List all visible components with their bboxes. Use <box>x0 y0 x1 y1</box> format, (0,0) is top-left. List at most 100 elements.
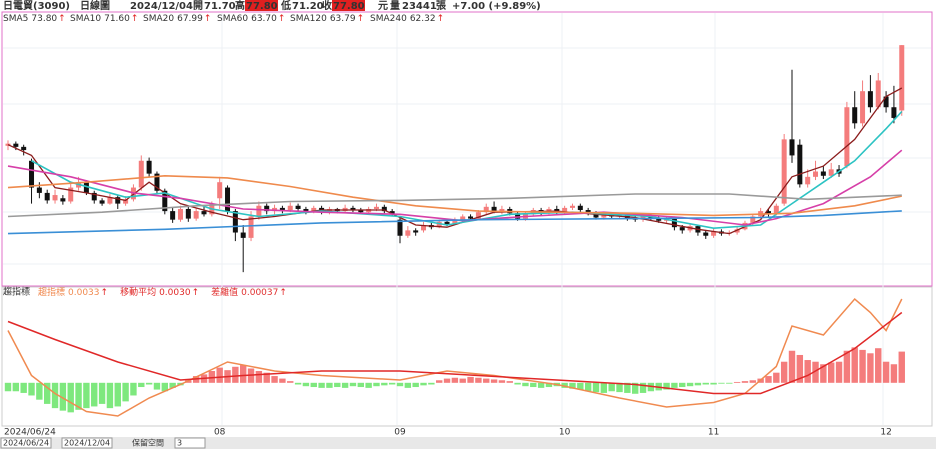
header-change: +7.00 (+9.89%) <box>452 1 541 12</box>
candle-body <box>217 182 223 199</box>
histogram-bar <box>459 378 466 383</box>
legend-value: 63.79 <box>330 14 356 24</box>
candle-body <box>820 171 826 176</box>
candle-body <box>248 216 254 238</box>
histogram-bar <box>279 378 286 383</box>
indicator-panel <box>1 286 933 427</box>
header-open-label: 開 <box>193 0 203 12</box>
moving-average-line <box>7 193 902 218</box>
histogram-bar <box>545 382 553 388</box>
candle-body <box>813 171 819 177</box>
candle-body <box>373 206 379 209</box>
histogram-bar <box>882 361 890 383</box>
histogram-bar <box>216 367 223 383</box>
histogram-bar <box>890 364 898 383</box>
legend-name: SMA20 <box>143 14 174 24</box>
histogram-bar <box>357 382 364 388</box>
legend-entry: SMA60 63.70↑ <box>217 14 285 24</box>
legend-entry: SMA20 67.99↑ <box>143 14 211 24</box>
candle-body <box>146 160 152 174</box>
legend-name: SMA60 <box>217 14 248 24</box>
histogram-bar <box>365 382 372 388</box>
histogram-bar <box>240 365 247 383</box>
legend-name: SMA5 <box>3 14 28 24</box>
histogram-bar <box>28 382 35 396</box>
legend-entry: SMA120 63.79↑ <box>290 14 364 24</box>
layout-grid <box>3 13 931 425</box>
candle-body <box>765 211 771 215</box>
legend-value: 62.32 <box>410 14 436 24</box>
histogram-bar <box>59 382 67 411</box>
x-tick-label: 12 <box>880 428 891 438</box>
candle-body <box>421 225 427 231</box>
histogram-bar <box>749 380 756 383</box>
candle-body <box>569 205 575 208</box>
start-date[interactable]: 2024/06/24 <box>3 439 49 448</box>
legend-value: 0.0030 <box>159 288 191 298</box>
histogram-bar <box>326 382 333 388</box>
candle-body <box>287 205 293 211</box>
indicator-title: 趨指標 <box>3 286 30 298</box>
histogram-bar <box>600 382 608 393</box>
histogram-bar <box>451 377 459 383</box>
histogram-bar <box>232 366 239 383</box>
candle-body <box>60 198 66 202</box>
end-date[interactable]: 2024/12/04 <box>64 439 110 448</box>
histogram-bar <box>475 377 482 383</box>
candle-body <box>515 213 521 219</box>
histogram-bar <box>44 382 51 404</box>
histogram-bar <box>169 382 176 388</box>
moving-average-line <box>7 87 903 235</box>
histogram-bar <box>686 382 694 387</box>
histogram-bar <box>867 353 874 383</box>
histogram-bar <box>694 382 702 386</box>
histogram-bar <box>106 382 114 409</box>
header-volume-unit: 張 <box>436 0 447 12</box>
legend-arrow: ↑ <box>192 288 200 298</box>
candle-body <box>68 187 74 202</box>
candle-body <box>170 211 176 220</box>
histogram-bar <box>161 382 168 392</box>
candle-body <box>499 208 505 212</box>
header-period: 日線圖 <box>80 0 110 12</box>
histogram-bar <box>138 382 145 388</box>
toolbar <box>0 437 936 449</box>
candle-body <box>852 107 858 124</box>
header-low-label: 低 <box>280 0 291 12</box>
histogram-bar <box>522 382 529 387</box>
histogram-bar <box>255 371 263 383</box>
header: 日電貿(3090) 日線圖 2024/12/04 開 71.70 高 77.80 低 71.20… <box>3 0 541 12</box>
candle-body <box>389 211 395 215</box>
candle-body <box>413 230 419 233</box>
histogram-bar <box>875 348 882 383</box>
legend-entry: SMA5 73.80↑ <box>3 14 66 24</box>
histogram-bar <box>726 382 733 384</box>
candle-body <box>193 211 199 219</box>
histogram-bar <box>122 382 129 402</box>
histogram-bar <box>820 364 827 383</box>
candle-body <box>656 218 662 221</box>
candle-body <box>232 211 238 233</box>
candle-body <box>593 213 599 218</box>
legend-arrow: ↑ <box>278 14 286 24</box>
x-tick-label: 11 <box>708 428 719 438</box>
candle-body <box>107 197 113 204</box>
header-date: 2024/12/04 <box>130 1 193 12</box>
candle-body <box>475 212 481 219</box>
histogram-bar <box>208 371 216 383</box>
histogram-bar <box>404 382 412 388</box>
end-input[interactable] <box>61 437 113 449</box>
x-tick-label: 10 <box>559 428 571 438</box>
legend-entry: SMA10 71.60↑ <box>70 14 138 24</box>
reserve-value[interactable]: 3 <box>177 439 182 448</box>
reserve-input[interactable] <box>174 437 206 449</box>
histogram-bar <box>851 347 858 383</box>
start-input[interactable] <box>0 437 52 449</box>
candle-body <box>303 208 309 212</box>
candle-body <box>358 210 364 213</box>
header-volume: 23441 <box>402 1 437 12</box>
legend-name: SMA10 <box>70 14 101 24</box>
legend-arrow: ↑ <box>101 288 109 298</box>
histogram-bar <box>420 382 427 386</box>
